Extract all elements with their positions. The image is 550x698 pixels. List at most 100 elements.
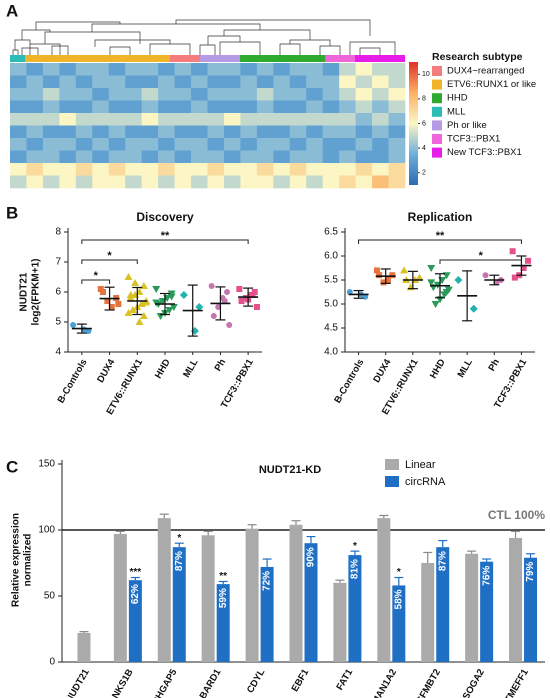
point xyxy=(226,322,233,328)
point xyxy=(169,304,178,311)
heatmap-cell xyxy=(388,63,406,76)
heatmap-cell xyxy=(355,113,373,126)
heatmap-cell xyxy=(75,63,93,76)
heatmap-cell xyxy=(92,150,110,164)
point xyxy=(454,276,463,284)
heatmap-cell xyxy=(306,163,324,176)
value-label: 87% xyxy=(174,551,185,571)
heatmap-cell xyxy=(108,113,126,126)
bar xyxy=(157,518,171,662)
heatmap-cell xyxy=(59,88,77,101)
x-tick-label: ANKS1B xyxy=(107,667,136,698)
heatmap-cell xyxy=(92,163,110,176)
y-tick-label: 5.5 xyxy=(324,275,338,286)
heatmap-cell xyxy=(223,100,241,114)
heatmap-cell xyxy=(256,163,274,176)
legend-label: circRNA xyxy=(405,476,446,488)
bar xyxy=(377,518,391,662)
significance-label: * xyxy=(107,250,112,262)
legend-label: MLL xyxy=(447,106,465,117)
legend-swatch xyxy=(432,106,442,117)
heatmap-cell xyxy=(256,125,274,139)
heatmap-cell xyxy=(355,100,373,114)
point xyxy=(108,304,115,310)
point xyxy=(195,303,204,311)
heatmap-cell xyxy=(92,125,110,139)
heatmap-cell xyxy=(355,125,373,139)
point xyxy=(135,318,144,325)
heatmap-cell xyxy=(141,75,159,89)
point xyxy=(346,289,353,295)
x-tick-label: DUX4 xyxy=(95,357,118,385)
bar xyxy=(480,561,494,662)
legend-swatch xyxy=(432,120,442,131)
heatmap-cell xyxy=(10,150,27,164)
significance-bracket xyxy=(358,239,522,244)
heatmap-cell xyxy=(191,125,208,139)
heatmap-cell xyxy=(372,63,389,76)
heatmap-cell xyxy=(174,163,192,176)
point xyxy=(509,248,516,255)
heatmap-cell xyxy=(42,150,60,164)
legend-label: Linear xyxy=(405,459,436,471)
heatmap-cell xyxy=(59,138,77,151)
heatmap-cell xyxy=(26,138,44,151)
bar xyxy=(216,584,230,662)
point xyxy=(208,283,215,289)
heatmap-cell xyxy=(306,63,324,76)
x-tick-label: FAT1 xyxy=(334,667,355,693)
heatmap-cell xyxy=(339,125,356,139)
heatmap-cell xyxy=(355,63,373,76)
point xyxy=(152,286,161,293)
heatmap-cell xyxy=(289,88,307,101)
point xyxy=(249,292,256,298)
heatmap-cell xyxy=(26,150,44,164)
significance-label: * xyxy=(479,250,484,262)
heatmap-cell xyxy=(289,138,307,151)
y-tick-label: 4.0 xyxy=(324,347,338,358)
heatmap-cell xyxy=(339,100,356,114)
bar xyxy=(348,555,362,662)
y-tick-label: 0 xyxy=(49,657,55,668)
heatmap-cell xyxy=(256,150,274,164)
y-tick-label: 4 xyxy=(55,347,61,358)
subtype-segment xyxy=(25,55,170,62)
x-tick-label: TMEFF1 xyxy=(503,667,531,698)
y-axis-label: normalized xyxy=(23,534,34,587)
heatmap-cell xyxy=(289,125,307,139)
heatmap-cell xyxy=(108,125,126,139)
point xyxy=(224,289,231,295)
value-label: 58% xyxy=(393,589,404,609)
point xyxy=(442,289,451,296)
heatmap-cell xyxy=(372,138,389,151)
x-tick-label: NUDT21 xyxy=(64,667,92,698)
heatmap-cell xyxy=(289,163,307,176)
heatmap-cell xyxy=(92,88,110,101)
significance-label: * xyxy=(94,270,99,282)
heatmap-cell xyxy=(26,75,44,89)
heatmap-cell xyxy=(158,175,175,189)
heatmap-cell xyxy=(108,63,126,76)
heatmap-cell xyxy=(388,113,406,126)
point xyxy=(139,312,148,319)
bar xyxy=(260,566,274,662)
heatmap-cell xyxy=(108,75,126,89)
significance-bracket xyxy=(439,259,522,264)
heatmap-cell xyxy=(75,163,93,176)
heatmap-cell xyxy=(240,150,258,164)
point xyxy=(525,257,532,264)
colorbar-tick-label: 8 xyxy=(422,96,426,103)
point xyxy=(384,277,391,283)
heatmap-cell xyxy=(289,175,307,189)
heatmap-cell xyxy=(223,175,241,189)
heatmap-cell xyxy=(10,75,27,89)
chart-title: Replication xyxy=(408,210,473,224)
heatmap-cell xyxy=(59,163,77,176)
heatmap-cell xyxy=(158,75,175,89)
heatmap-cell xyxy=(388,75,406,89)
heatmap-cell xyxy=(92,63,110,76)
heatmap-cell xyxy=(240,125,258,139)
heatmap-cell xyxy=(240,163,258,176)
heatmap-cell xyxy=(339,175,356,189)
y-tick-label: 6.0 xyxy=(324,251,338,262)
